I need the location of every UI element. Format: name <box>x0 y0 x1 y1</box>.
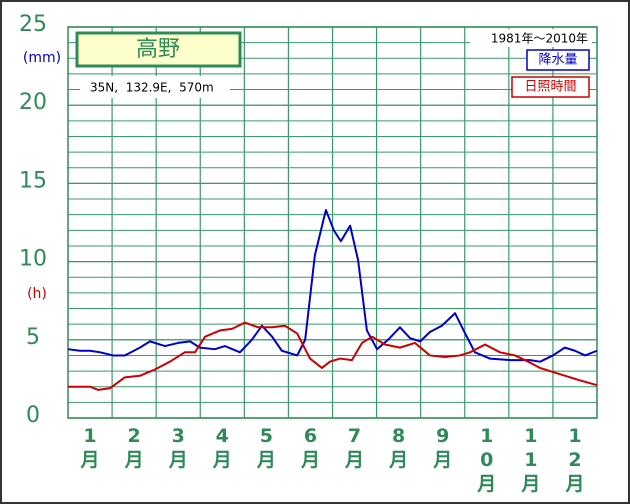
x-tick-label: 3月 <box>168 425 188 471</box>
x-tick-label: 11月 <box>521 425 541 495</box>
subtitle: 35N, 132.9E, 570m <box>90 81 214 95</box>
y-tick-label: 25 <box>19 12 47 37</box>
y-tick-label: 5 <box>26 325 40 350</box>
y-tick-label: 0 <box>26 403 40 428</box>
y-tick-label: 20 <box>19 90 47 115</box>
y-label-precip: (mm) <box>23 50 61 66</box>
series-line <box>67 208 598 363</box>
plot-border <box>67 26 598 419</box>
x-tick-label: 1月 <box>80 425 100 471</box>
y-label-sun: (h) <box>27 286 47 302</box>
y-tick-label: 15 <box>19 168 47 193</box>
legend-label: 日照時間 <box>524 80 576 95</box>
x-tick-label: 12月 <box>565 425 585 495</box>
y-tick-label: 10 <box>19 247 47 272</box>
legend-box <box>511 76 590 98</box>
chart-title: 高野 <box>136 37 180 62</box>
x-tick-label: 4月 <box>212 425 232 471</box>
subtitle-bg <box>80 76 230 98</box>
x-tick-label: 9月 <box>433 425 453 471</box>
title-box <box>75 31 242 68</box>
x-tick-label: 5月 <box>256 425 276 471</box>
period: 1981年〜2010年 <box>491 32 588 46</box>
x-tick-label: 2月 <box>124 425 144 471</box>
period-bg <box>470 29 592 47</box>
x-tick-label: 6月 <box>300 425 320 471</box>
series-line <box>68 321 598 391</box>
legend-label: 降水量 <box>538 53 577 68</box>
legend-box <box>526 49 590 71</box>
x-tick-label: 8月 <box>389 425 409 471</box>
x-tick-label: 10月 <box>477 425 497 495</box>
x-tick-label: 7月 <box>345 425 365 471</box>
